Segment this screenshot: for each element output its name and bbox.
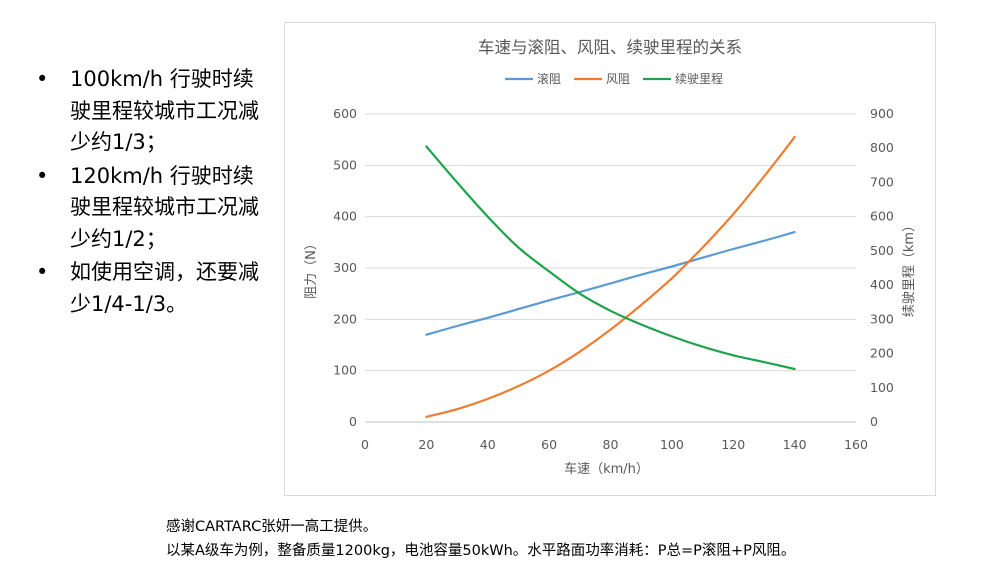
legend-label: 滚阻 bbox=[537, 71, 561, 86]
y2-tick-label: 800 bbox=[870, 140, 894, 155]
x-tick-label: 160 bbox=[844, 437, 868, 452]
chart-title: 车速与滚阻、风阻、续驶里程的关系 bbox=[478, 38, 742, 57]
caption-line-2: 以某A级车为例，整备质量1200kg，电池容量50kWh。水平路面功率消耗：P总… bbox=[166, 543, 796, 559]
series-line bbox=[425, 231, 796, 336]
y-tick-label: 200 bbox=[333, 311, 357, 326]
y2-tick-label: 600 bbox=[870, 209, 894, 224]
x-tick-label: 120 bbox=[721, 437, 745, 452]
y-tick-label: 400 bbox=[333, 209, 357, 224]
legend-label: 续驶里程 bbox=[675, 71, 723, 86]
bullet-item: • 120km/h 行驶时续驶里程较城市工况减少约1/2； bbox=[34, 161, 264, 256]
caption-line-1: 感谢CARTARC张妍一高工提供。 bbox=[166, 519, 378, 535]
series-line bbox=[425, 136, 796, 418]
bullet-text: 100km/h 行驶时续驶里程较城市工况减少约1/3； bbox=[70, 67, 259, 154]
y2-tick-label: 100 bbox=[870, 380, 894, 395]
bullet-text: 如使用空调，还要减少1/4-1/3。 bbox=[70, 260, 259, 316]
series-layer bbox=[425, 136, 796, 418]
y2-tick-label: 200 bbox=[870, 346, 894, 361]
bullet-text: 120km/h 行驶时续驶里程较城市工况减少约1/2； bbox=[70, 163, 259, 251]
legend-label: 风阻 bbox=[606, 72, 630, 86]
y2-axis-title: 续驶里程（km） bbox=[902, 219, 917, 317]
x-tick-label: 40 bbox=[480, 437, 496, 452]
y2-tick-label: 400 bbox=[870, 277, 894, 292]
y2-tick-label: 300 bbox=[870, 311, 894, 326]
y2-tick-label: 0 bbox=[870, 414, 878, 429]
y2-tick-label: 700 bbox=[870, 174, 894, 189]
x-tick-label: 60 bbox=[541, 437, 557, 452]
y-axis-title: 阻力（N） bbox=[304, 237, 319, 299]
y-tick-label: 500 bbox=[333, 157, 357, 172]
x-tick-label: 20 bbox=[418, 437, 434, 452]
grid-layer bbox=[365, 113, 856, 423]
x-tick-label: 140 bbox=[783, 437, 807, 452]
y2-tick-label: 500 bbox=[870, 243, 894, 258]
x-tick-label: 0 bbox=[361, 437, 369, 452]
series-line bbox=[425, 145, 796, 371]
line-chart: 0100200300400500600010020030040050060070… bbox=[304, 38, 917, 477]
y-tick-label: 600 bbox=[333, 106, 357, 121]
x-tick-label: 100 bbox=[660, 437, 684, 452]
bullet-list: • 100km/h 行驶时续驶里程较城市工况减少约1/3； • 120km/h 行驶… bbox=[34, 64, 264, 322]
y-tick-label: 100 bbox=[333, 363, 357, 378]
y-tick-label: 300 bbox=[333, 260, 357, 275]
bullet-item: • 如使用空调，还要减少1/4-1/3。 bbox=[34, 257, 264, 320]
x-tick-label: 80 bbox=[603, 437, 619, 452]
bullet-dot: • bbox=[36, 260, 49, 284]
bullet-dot: • bbox=[36, 67, 49, 91]
text-layer: 0100200300400500600010020030040050060070… bbox=[304, 38, 917, 477]
bullet-item: • 100km/h 行驶时续驶里程较城市工况减少约1/3； bbox=[34, 64, 264, 159]
chart-frame: 0 100 200 300 400 500 600 0 100 200 300 400 500 600 70… bbox=[284, 22, 936, 496]
x-axis-title: 车速（km/h） bbox=[564, 461, 649, 477]
y-tick-label: 0 bbox=[349, 414, 357, 429]
y2-tick-label: 900 bbox=[870, 106, 894, 121]
bullet-dot: • bbox=[36, 163, 49, 188]
